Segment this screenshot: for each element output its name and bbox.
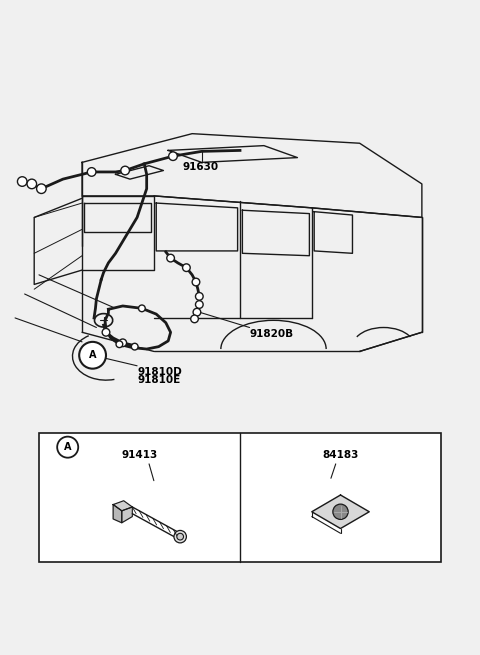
Circle shape: [116, 341, 123, 348]
Circle shape: [27, 179, 36, 189]
Circle shape: [132, 343, 138, 350]
Circle shape: [333, 504, 348, 519]
Text: 91413: 91413: [121, 449, 157, 460]
Circle shape: [87, 168, 96, 176]
Circle shape: [102, 328, 110, 336]
Text: A: A: [89, 350, 96, 360]
Circle shape: [191, 315, 198, 323]
Polygon shape: [312, 495, 369, 529]
Circle shape: [192, 278, 200, 286]
Text: 91810D: 91810D: [138, 367, 182, 377]
Text: A: A: [64, 442, 72, 452]
Text: 91630: 91630: [182, 162, 219, 172]
Circle shape: [121, 166, 130, 175]
Circle shape: [193, 309, 201, 316]
Circle shape: [17, 177, 27, 186]
Circle shape: [174, 531, 186, 543]
Polygon shape: [122, 507, 132, 523]
Circle shape: [167, 254, 174, 262]
Polygon shape: [113, 504, 122, 523]
Circle shape: [57, 437, 78, 458]
Text: 91820B: 91820B: [250, 329, 294, 339]
Bar: [39, 433, 441, 562]
Circle shape: [177, 533, 183, 540]
Text: 91810E: 91810E: [138, 375, 181, 385]
Circle shape: [168, 152, 177, 160]
Text: 84183: 84183: [323, 449, 359, 460]
Circle shape: [36, 184, 46, 193]
Circle shape: [79, 342, 106, 369]
Polygon shape: [113, 501, 132, 511]
Circle shape: [139, 305, 145, 312]
Circle shape: [119, 339, 127, 346]
Circle shape: [182, 264, 190, 272]
Circle shape: [195, 293, 203, 300]
Circle shape: [195, 301, 203, 309]
